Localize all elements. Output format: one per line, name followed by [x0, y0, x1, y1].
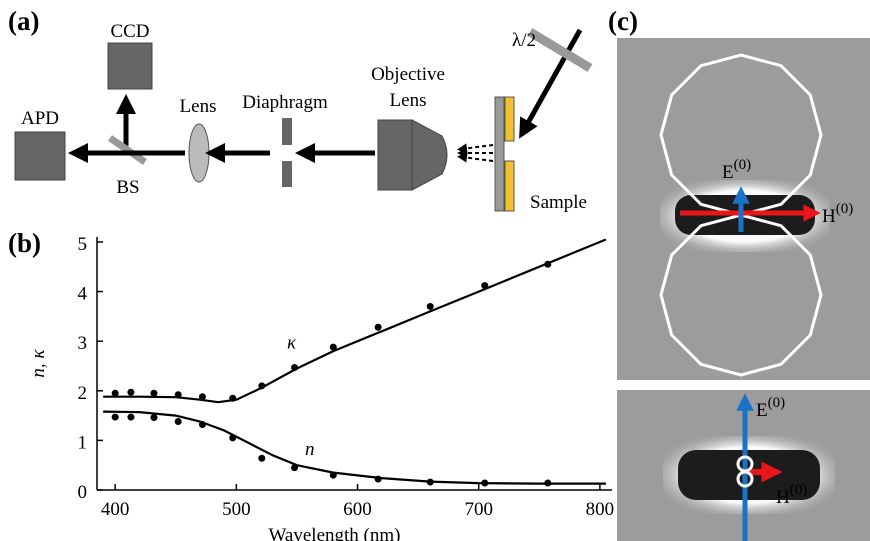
diaphragm — [282, 118, 292, 145]
lens-label: Lens — [180, 96, 217, 117]
series-label: n — [305, 439, 315, 460]
film — [504, 160, 515, 212]
objective-tip — [411, 119, 448, 191]
y-tick-label: 1 — [78, 432, 88, 453]
data-point — [229, 394, 237, 402]
data-point — [174, 418, 182, 426]
data-point — [481, 282, 489, 290]
beam-splitter — [108, 135, 147, 165]
data-point — [229, 434, 237, 442]
field-superscript: (0) — [734, 157, 752, 173]
x-tick-label: 700 — [464, 499, 493, 520]
data-point — [258, 454, 266, 462]
apd-label: APD — [21, 108, 59, 129]
x-tick-label: 500 — [222, 499, 251, 520]
data-point — [291, 363, 299, 371]
apd-box — [14, 131, 66, 181]
fit-curve — [103, 410, 606, 485]
field-superscript: (0) — [768, 395, 786, 411]
series-label: κ — [287, 332, 297, 353]
objective-label: Objective — [371, 64, 445, 85]
data-point — [111, 389, 119, 397]
data-point — [150, 414, 158, 422]
data-point — [544, 479, 552, 487]
data-point — [544, 260, 552, 268]
e-field-label: E(0) — [756, 395, 785, 421]
x-axis-label: Wavelength (nm) — [269, 525, 401, 541]
panel-label: (b) — [8, 228, 41, 258]
y-tick-label: 0 — [78, 482, 88, 503]
film — [504, 96, 515, 142]
data-point — [374, 475, 382, 483]
substrate — [494, 96, 505, 212]
data-point — [127, 413, 135, 421]
fit-curve — [103, 238, 607, 404]
data-point — [329, 343, 337, 351]
data-point — [374, 323, 382, 331]
lens — [188, 123, 210, 183]
data-point — [174, 391, 182, 399]
y-axis-label: n, κ — [28, 349, 49, 378]
ccd-box — [107, 42, 153, 90]
diaphragm — [282, 161, 292, 187]
data-point — [291, 464, 299, 472]
collected-light — [457, 143, 494, 163]
field-symbol: E — [722, 162, 734, 183]
y-tick-label: 5 — [78, 234, 88, 255]
sample-label: Sample — [530, 192, 587, 213]
ccd-label: CCD — [110, 21, 149, 42]
h-field-label: H(0) — [776, 482, 807, 508]
objective-label: Lens — [390, 90, 427, 111]
x-tick-label: 600 — [343, 499, 372, 520]
field-superscript: (0) — [790, 482, 808, 498]
x-tick-label: 800 — [586, 499, 615, 520]
e-field-label: E(0) — [722, 157, 751, 183]
radiation-lobe — [736, 470, 754, 488]
field-superscript: (0) — [836, 201, 854, 217]
radiation-lobe — [659, 53, 823, 217]
data-point — [426, 302, 434, 310]
data-point — [127, 388, 135, 396]
data-point — [150, 389, 158, 397]
field-symbol: H — [776, 487, 790, 508]
data-point — [198, 393, 206, 401]
data-point — [111, 413, 119, 421]
sem-images: (c) E(0) H(0) E(0) H(0) — [608, 6, 870, 541]
data-point — [329, 471, 337, 479]
data-point — [481, 479, 489, 487]
data-point — [258, 382, 266, 390]
incident-beam — [519, 28, 583, 139]
panel-label: (a) — [8, 6, 39, 36]
objective-body — [377, 119, 413, 191]
field-symbol: H — [822, 206, 836, 227]
data-point — [198, 421, 206, 429]
diaphragm-label: Diaphragm — [242, 92, 328, 113]
half-wave-label: λ/2 — [512, 30, 536, 51]
bs-label: BS — [116, 177, 139, 198]
field-symbol: E — [756, 400, 768, 421]
y-tick-label: 4 — [78, 284, 88, 305]
half-wave-plate — [527, 28, 593, 72]
setup-diagram: (a) CCD APD BS Lens Diaphragm Objective … — [8, 6, 593, 213]
h-field-label: H(0) — [822, 201, 853, 227]
x-tick-label: 400 — [101, 499, 130, 520]
panel-label: (c) — [608, 6, 638, 36]
y-tick-label: 3 — [78, 333, 88, 354]
data-point — [426, 478, 434, 486]
y-tick-label: 2 — [78, 383, 88, 404]
chart: (b) 400 500 600 700 800 0 1 2 3 4 5 Wavelength (nm)… — [8, 228, 614, 541]
